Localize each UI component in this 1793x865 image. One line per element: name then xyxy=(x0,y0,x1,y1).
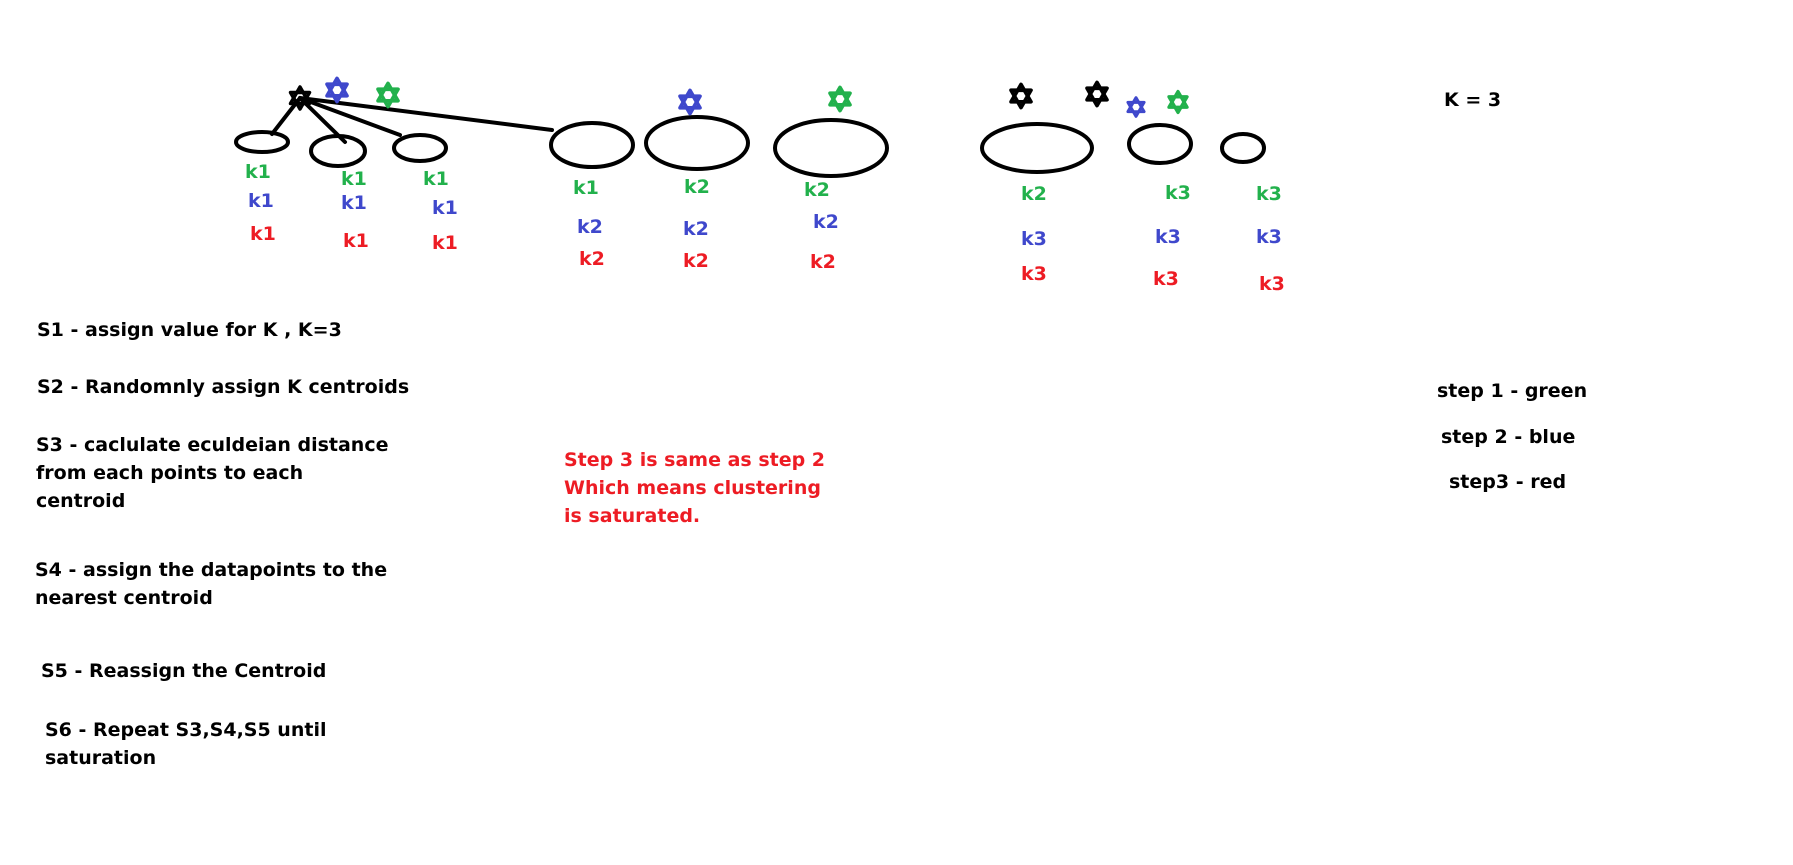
centroid-star-icon xyxy=(828,85,852,113)
distance-line xyxy=(298,96,402,137)
assignment-labels: k1 k1 k1 k1 k1 k1 k1 k1 k1 k1 k2 k2 k2 k… xyxy=(245,161,1285,295)
label-step2: k2 xyxy=(683,218,709,240)
data-point xyxy=(549,121,635,169)
data-point xyxy=(1127,123,1193,165)
legend-step3: step3 - red xyxy=(1449,471,1567,493)
label-step1: k1 xyxy=(573,177,599,199)
legend-step2: step 2 - blue xyxy=(1441,426,1576,448)
step-s3-line: from each points to each xyxy=(36,462,304,484)
step-s6-line: saturation xyxy=(45,747,157,769)
data-point xyxy=(392,133,448,163)
label-step3: k3 xyxy=(1259,273,1285,295)
centroid-star-icon xyxy=(288,85,312,111)
label-step1: k3 xyxy=(1165,182,1191,204)
centroid-star-icon xyxy=(678,88,702,116)
centroid-star-icon xyxy=(325,76,349,104)
distance-line xyxy=(298,96,554,132)
label-step2: k3 xyxy=(1256,226,1282,248)
label-step3: k3 xyxy=(1021,263,1047,285)
label-step2: k1 xyxy=(248,190,274,212)
label-step1: k2 xyxy=(684,176,710,198)
data-point xyxy=(773,118,889,178)
step-s3: S3 - caclulate eculdeian distance from e… xyxy=(36,431,388,515)
step-s4-line: S4 - assign the datapoints to the xyxy=(35,559,388,581)
label-step3: k1 xyxy=(250,223,276,245)
centroid-star-icon xyxy=(1126,96,1146,118)
saturation-note: Step 3 is same as step 2 Which means clu… xyxy=(564,446,825,530)
centroid-star-icon xyxy=(1167,89,1189,115)
step-s6-line: S6 - Repeat S3,S4,S5 until xyxy=(45,719,327,741)
saturation-note-line: Which means clustering xyxy=(564,477,821,499)
k-value-label: K = 3 xyxy=(1444,89,1502,111)
data-point xyxy=(644,115,750,171)
label-step3: k3 xyxy=(1153,268,1179,290)
step-s4-line: nearest centroid xyxy=(35,587,213,609)
data-points xyxy=(234,115,1266,178)
data-point xyxy=(309,134,367,168)
step-s1: S1 - assign value for K , K=3 xyxy=(37,319,342,341)
label-step2: k3 xyxy=(1155,226,1181,248)
step-s6: S6 - Repeat S3,S4,S5 until saturation xyxy=(45,716,326,772)
label-step1: k3 xyxy=(1256,183,1282,205)
label-step2: k2 xyxy=(813,211,839,233)
label-step3: k1 xyxy=(432,232,458,254)
label-step2: k3 xyxy=(1021,228,1047,250)
label-step3: k2 xyxy=(579,248,605,270)
step-s3-line: centroid xyxy=(36,490,126,512)
step-s2: S2 - Randomnly assign K centroids xyxy=(37,376,410,398)
centroid-star-icon xyxy=(1009,82,1033,110)
label-step1: k1 xyxy=(341,168,367,190)
centroid-star-icon xyxy=(376,81,400,109)
data-point xyxy=(1220,132,1266,164)
label-step3: k2 xyxy=(810,251,836,273)
label-step3: k1 xyxy=(343,230,369,252)
label-step2: k2 xyxy=(577,216,603,238)
legend-step1: step 1 - green xyxy=(1437,380,1588,402)
centroids xyxy=(288,76,1189,118)
step-s5: S5 - Reassign the Centroid xyxy=(41,660,327,682)
data-point xyxy=(980,122,1094,174)
saturation-note-line: Step 3 is same as step 2 xyxy=(564,449,826,471)
label-step1: k1 xyxy=(423,168,449,190)
saturation-note-line: is saturated. xyxy=(564,505,701,527)
label-step1: k2 xyxy=(1021,183,1047,205)
label-step3: k2 xyxy=(683,250,709,272)
label-step2: k1 xyxy=(432,197,458,219)
data-point xyxy=(234,130,290,154)
centroid-star-icon xyxy=(1085,80,1109,108)
step-s4: S4 - assign the datapoints to the neares… xyxy=(35,556,387,612)
label-step1: k1 xyxy=(245,161,271,183)
label-step1: k2 xyxy=(804,179,830,201)
label-step2: k1 xyxy=(341,192,367,214)
step-s3-line: S3 - caclulate eculdeian distance xyxy=(36,434,389,456)
